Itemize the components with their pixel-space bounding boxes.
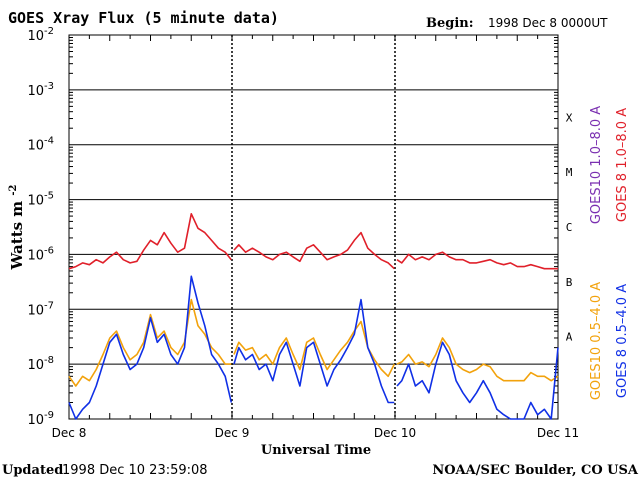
legend-item-2: GOES 8 1.0–8.0 A	[615, 108, 630, 222]
x-tick-label-4: Dec 11	[537, 426, 579, 440]
legend-item-4: GOES 8 0.5–4.0 A	[615, 284, 630, 398]
y-tick-label-6: 10-4	[27, 136, 54, 154]
flare-class-b: B	[566, 276, 573, 289]
x-tick-label-2: Dec 9	[215, 426, 250, 440]
svg-text:Watts m -2: Watts m -2	[8, 184, 26, 270]
series-line-1-segment-3	[396, 251, 558, 270]
plot-frame	[68, 34, 559, 420]
x-axis-label: Universal Time	[261, 443, 371, 458]
flare-class-labels: A B C M X	[566, 111, 573, 343]
x-tick-labels: Dec 8 Dec 9 Dec 10 Dec 11	[52, 426, 579, 440]
day-dividers	[88, 35, 539, 419]
y-axis-label-exponent: -2	[8, 184, 19, 195]
begin-value: 1998 Dec 8 0000UT	[488, 16, 608, 30]
y-tick-label-2: 10-8	[27, 355, 54, 373]
credit-text: NOAA/SEC Boulder, CO USA	[432, 463, 639, 478]
legend: GOES10 1.0–8.0 A GOES 8 1.0–8.0 A GOES10 0…	[589, 106, 630, 400]
y-tick-label-7: 10-3	[27, 81, 54, 99]
flare-class-a: A	[566, 331, 573, 344]
x-tick-label-1: Dec 8	[52, 426, 87, 440]
updated-value: 1998 Dec 10 23:59:08	[62, 463, 208, 478]
x-tick-label-3: Dec 10	[374, 426, 416, 440]
series-line-3-segment-3	[396, 341, 559, 420]
y-axis-label-text: Watts m	[8, 201, 26, 271]
flare-class-c: C	[566, 221, 573, 234]
series-lines	[68, 213, 559, 420]
series-line-2-segment-1	[68, 298, 232, 387]
flare-class-m: M	[566, 166, 573, 179]
decade-gridlines	[69, 37, 558, 403]
chart-title: GOES Xray Flux (5 minute data)	[8, 9, 279, 27]
series-line-2-segment-3	[396, 337, 559, 382]
y-tick-label-3: 10-7	[27, 300, 54, 318]
legend-item-3: GOES10 0.5–4.0 A	[589, 282, 604, 400]
updated-label: Updated	[2, 463, 63, 478]
y-tick-label-4: 10-6	[27, 245, 54, 263]
y-tick-labels: 10-9 10-8 10-7 10-6 10-5 10-4 10-3 10-2	[27, 26, 54, 428]
legend-item-1: GOES10 1.0–8.0 A	[589, 106, 604, 224]
series-line-1-segment-1	[68, 213, 232, 270]
y-tick-label-5: 10-5	[27, 191, 54, 209]
series-line-3-segment-1	[68, 275, 233, 420]
y-tick-label-1: 10-9	[27, 410, 54, 428]
series-line-3-segment-2	[233, 298, 395, 404]
begin-label: Begin:	[426, 16, 474, 31]
series-line-1-segment-2	[233, 231, 395, 270]
y-tick-label-8: 10-2	[27, 26, 54, 44]
y-axis-label: Watts m -2	[8, 184, 26, 270]
flare-class-x: X	[566, 111, 573, 124]
